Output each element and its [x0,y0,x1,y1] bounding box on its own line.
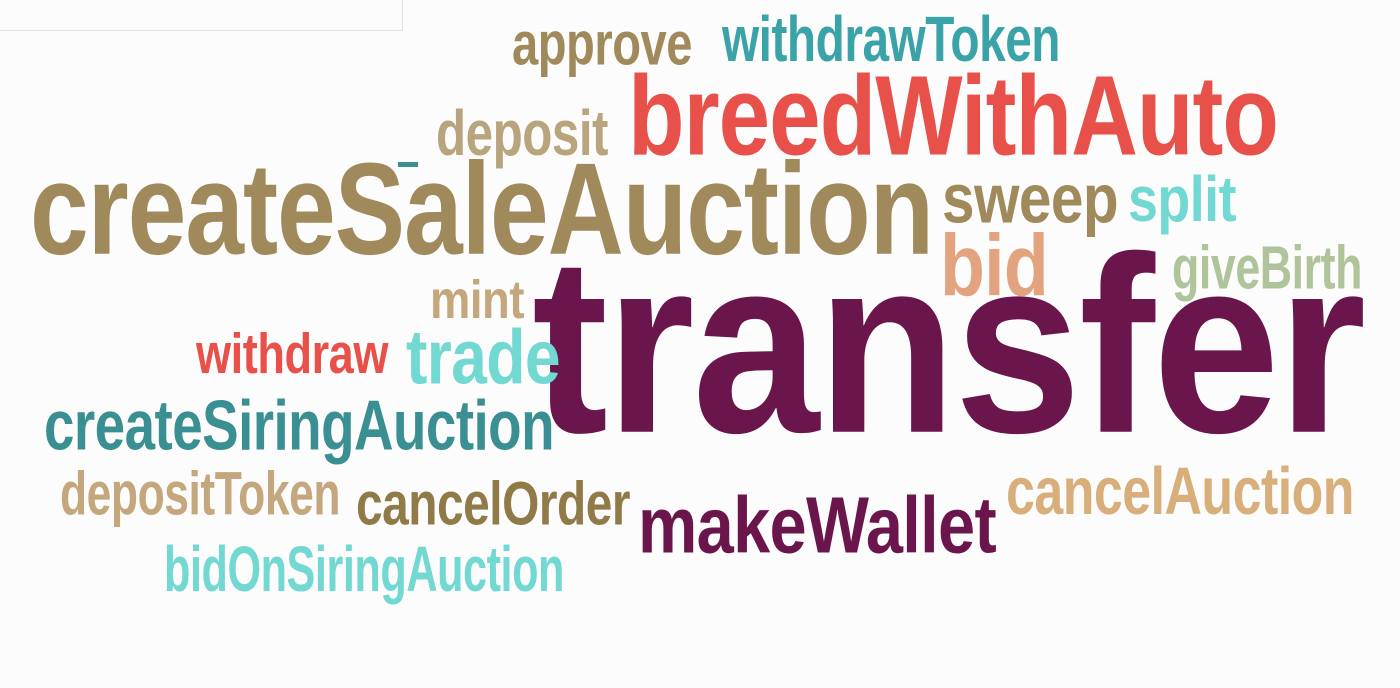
dash-mark [398,162,418,167]
word-makeWallet: makeWallet [638,480,997,570]
word-bid: bid [940,217,1049,315]
word-sweep: sweep [942,159,1119,238]
word-split: split [1128,162,1237,236]
word-withdraw: withdraw [196,321,388,385]
word-bidOnSiringAuction: bidOnSiringAuction [164,532,564,606]
word-mint: mint [430,270,524,331]
word-giveBirth: giveBirth [1172,233,1362,303]
word-trade: trade [406,314,561,401]
word-breedWithAuto: breedWithAuto [628,52,1279,179]
word-createSaleAuction: createSaleAuction [30,135,934,282]
word-cancelAuction: cancelAuction [1006,454,1355,529]
word-depositToken: depositToken [60,459,340,529]
frame-corner [0,0,403,31]
word-createSiringAuction: createSiringAuction [44,385,555,465]
word-deposit: deposit [436,96,608,170]
word-withdrawToken: withdrawToken [722,2,1060,76]
word-cancelOrder: cancelOrder [356,469,630,539]
word-transfer: transfer [532,205,1366,486]
word-approve: approve [512,9,692,79]
